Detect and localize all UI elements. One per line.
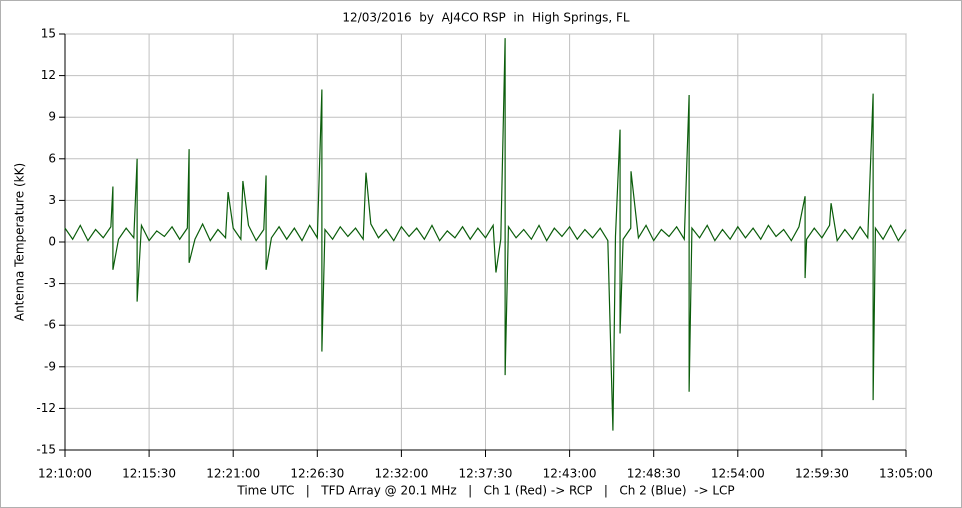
y-tick-label: -3: [44, 276, 56, 290]
y-tick-label: 6: [48, 151, 56, 165]
y-tick-label: -9: [44, 359, 56, 373]
y-tick-label: 3: [48, 193, 56, 207]
y-tick-label: -12: [36, 401, 56, 415]
x-tick-label: 12:59:30: [795, 467, 849, 481]
x-tick-label: 12:10:00: [38, 467, 92, 481]
data-line: [64, 38, 907, 431]
y-axis-label: Antenna Temperature (kK): [13, 163, 27, 321]
x-tick-label: 12:21:00: [206, 467, 260, 481]
y-tick-label: -6: [44, 318, 56, 332]
y-tick-label: 15: [41, 27, 56, 41]
x-tick-label: 12:43:00: [543, 467, 597, 481]
x-axis-label: Time UTC | TFD Array @ 20.1 MHz | Ch 1 (…: [236, 484, 734, 498]
x-tick-label: 12:15:30: [122, 467, 176, 481]
y-tick-label: 0: [48, 235, 56, 249]
y-tick-label: 9: [48, 110, 56, 124]
x-tick-label: 12:48:30: [627, 467, 681, 481]
y-tick-label: -15: [36, 443, 56, 457]
x-tick-label: 12:32:00: [374, 467, 428, 481]
x-tick-label: 13:05:00: [879, 467, 933, 481]
x-tick-label: 12:54:00: [711, 467, 765, 481]
y-tick-label: 12: [41, 68, 56, 82]
x-tick-label: 12:37:30: [459, 467, 513, 481]
chart-title: 12/03/2016 by AJ4CO RSP in High Springs,…: [342, 11, 629, 25]
x-tick-label: 12:26:30: [290, 467, 344, 481]
